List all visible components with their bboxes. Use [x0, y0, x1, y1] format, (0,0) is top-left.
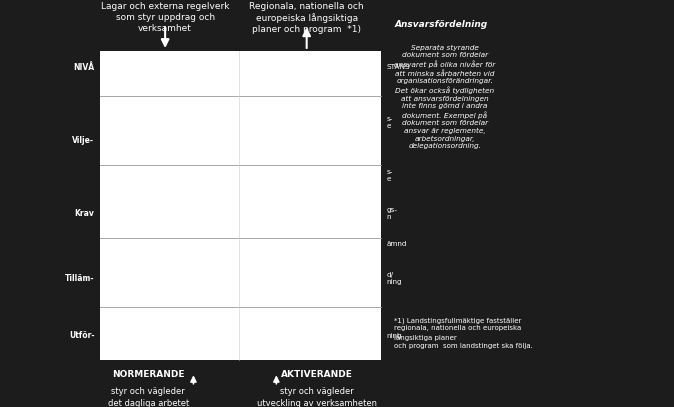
Text: Tilläm-: Tilläm- — [65, 274, 94, 283]
Text: s-
e: s- e — [386, 116, 392, 129]
Text: *1) Landstingsfullmäktige fastställer
regionala, nationella och europeiska
långs: *1) Landstingsfullmäktige fastställer re… — [394, 317, 533, 349]
Text: gs-
n: gs- n — [386, 207, 397, 220]
Text: styr och vägleder: styr och vägleder — [280, 387, 354, 396]
Text: Utför-: Utför- — [69, 331, 94, 340]
Text: Krav: Krav — [75, 209, 94, 218]
Text: d/
ning: d/ ning — [386, 272, 402, 285]
Text: Lagar och externa regelverk
som styr uppdrag och
verksamhet: Lagar och externa regelverk som styr upp… — [101, 2, 229, 33]
Text: STANS: STANS — [386, 64, 410, 70]
Text: ning: ning — [386, 333, 402, 339]
Text: NIVÅ: NIVÅ — [73, 63, 94, 72]
Text: utveckling av verksamheten: utveckling av verksamheten — [257, 399, 377, 407]
Text: Ansvarsfördelning: Ansvarsfördelning — [394, 20, 487, 29]
Text: s-
e: s- e — [386, 168, 392, 182]
Text: NORMERANDE: NORMERANDE — [112, 370, 185, 379]
Text: det dagliga arbetet: det dagliga arbetet — [108, 399, 189, 407]
Text: Separata styrande
dokument som fördelar
ansvaret på olika nivåer för
att minska : Separata styrande dokument som fördelar … — [394, 45, 495, 149]
Bar — [100, 51, 381, 360]
Text: ämnd: ämnd — [386, 241, 406, 247]
Text: Vilje-: Vilje- — [72, 136, 94, 145]
Text: Regionala, nationella och
europeiska långsiktiga
planer och program  *1): Regionala, nationella och europeiska lån… — [249, 2, 364, 34]
Text: AKTIVERANDE: AKTIVERANDE — [281, 370, 353, 379]
Text: styr och vägleder: styr och vägleder — [111, 387, 185, 396]
